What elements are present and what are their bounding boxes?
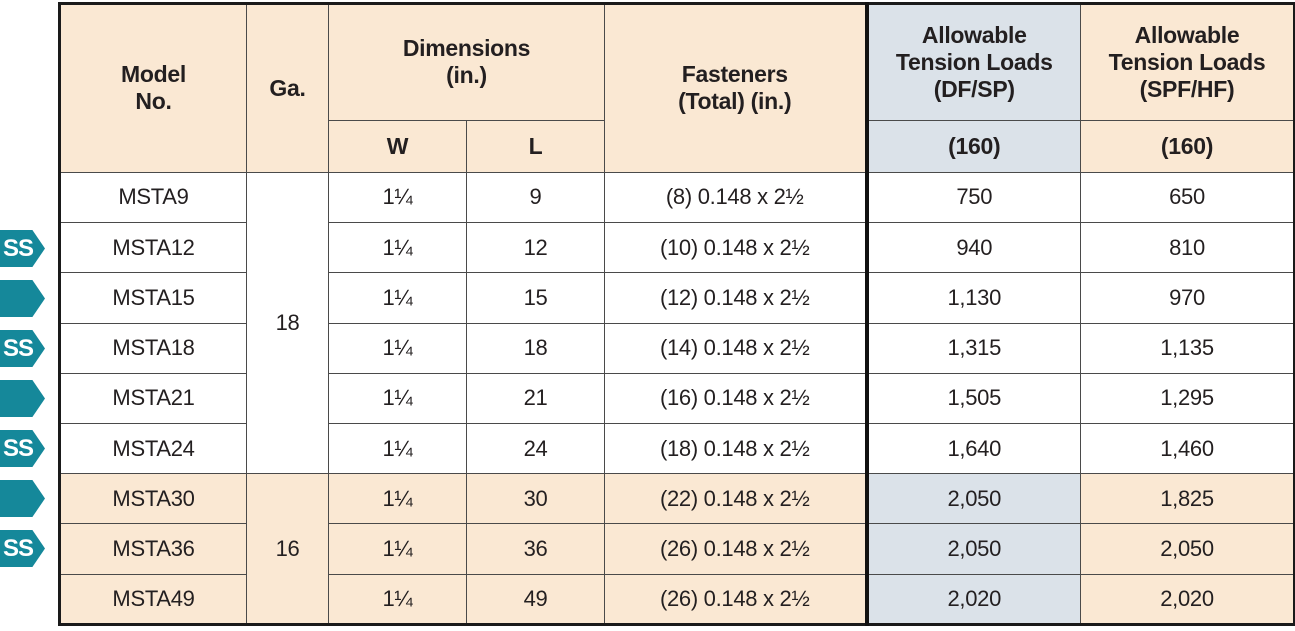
cell-model: MSTA15 [59, 272, 247, 324]
cell-fasteners: (14) 0.148 x 2½ [604, 322, 867, 374]
cell-l: 36 [466, 523, 605, 575]
col-header-fasteners: Fasteners (Total) (in.) [604, 3, 867, 173]
table-row-msta30: MSTA30 16 1¼ 30 (22) 0.148 x 2½ 2,050 1,… [59, 473, 1295, 625]
cell-model: MSTA24 [59, 422, 247, 475]
col-header-l: L [466, 119, 605, 173]
cell-l: 15 [466, 272, 605, 324]
cell-l: 12 [466, 222, 605, 274]
cell-df-sp: 2,050 [864, 473, 1081, 525]
ss-badge-label: SS [3, 334, 34, 362]
cell-model: MSTA49 [59, 573, 247, 626]
table-row-msta15: MSTA15 1¼ 15 (12) 0.148 x 2½ 1,130 970 [59, 272, 1295, 324]
cell-spf-hf: 1,460 [1080, 422, 1295, 475]
cell-w: 1¼ [328, 171, 467, 224]
cell-df-sp: 2,020 [864, 573, 1081, 626]
cell-fasteners: (16) 0.148 x 2½ [604, 372, 867, 424]
cell-df-sp: 2,050 [864, 523, 1081, 575]
cell-model: MSTA21 [59, 372, 247, 424]
cell-fasteners: (8) 0.148 x 2½ [604, 171, 867, 224]
cell-fasteners: (22) 0.148 x 2½ [604, 473, 867, 525]
arrow-badge-msta30 [0, 480, 45, 517]
ss-badge-msta36: SS [0, 530, 45, 567]
cell-w: 1¼ [328, 272, 467, 324]
ss-badge-label: SS [3, 534, 34, 562]
cell-l: 18 [466, 322, 605, 374]
arrow-badge-msta15 [0, 280, 45, 317]
cell-fasteners: (18) 0.148 x 2½ [604, 422, 867, 475]
cell-model: MSTA36 [59, 523, 247, 575]
ss-badge-label: SS [3, 434, 34, 462]
arrow-badge-msta21 [0, 380, 45, 417]
col-header-rate-df-sp: (160) [864, 119, 1081, 173]
cell-l: 21 [466, 372, 605, 424]
cell-spf-hf: 1,135 [1080, 322, 1295, 374]
ss-badge-msta24: SS [0, 430, 45, 467]
cell-df-sp: 940 [864, 222, 1081, 274]
cell-model: MSTA12 [59, 222, 247, 274]
col-header-loads-spf-hf: Allowable Tension Loads (SPF/HF) [1080, 3, 1295, 121]
table-row-msta49: MSTA49 1¼ 49 (26) 0.148 x 2½ 2,020 2,020 [59, 573, 1295, 626]
cell-w: 1¼ [328, 322, 467, 374]
ss-badge-msta18: SS [0, 330, 45, 367]
cell-model: MSTA30 [59, 473, 247, 525]
header-row-main: Model No. Ga. Dimensions (in.) Fasteners… [59, 3, 1295, 173]
cell-l: 30 [466, 473, 605, 525]
cell-l: 9 [466, 171, 605, 224]
cell-spf-hf: 1,295 [1080, 372, 1295, 424]
cell-spf-hf: 2,050 [1080, 523, 1295, 575]
table-row-msta21: MSTA21 1¼ 21 (16) 0.148 x 2½ 1,505 1,295 [59, 372, 1295, 424]
col-header-w: W [328, 119, 467, 173]
cell-df-sp: 750 [864, 171, 1081, 224]
cell-df-sp: 1,505 [864, 372, 1081, 424]
table-row-msta18: MSTA18 1¼ 18 (14) 0.148 x 2½ 1,315 1,135 [59, 322, 1295, 374]
col-header-model-no: Model No. [59, 3, 247, 173]
cell-l: 24 [466, 422, 605, 475]
cell-w: 1¼ [328, 222, 467, 274]
cell-fasteners: (12) 0.148 x 2½ [604, 272, 867, 324]
table-row-msta24: MSTA24 1¼ 24 (18) 0.148 x 2½ 1,640 1,460 [59, 422, 1295, 475]
cell-ga-group-16: 16 [246, 473, 329, 625]
table-row-msta36: MSTA36 1¼ 36 (26) 0.148 x 2½ 2,050 2,050 [59, 523, 1295, 575]
cell-df-sp: 1,640 [864, 422, 1081, 475]
cell-fasteners: (26) 0.148 x 2½ [604, 573, 867, 626]
cell-fasteners: (26) 0.148 x 2½ [604, 523, 867, 575]
cell-w: 1¼ [328, 523, 467, 575]
cell-spf-hf: 970 [1080, 272, 1295, 324]
cell-w: 1¼ [328, 372, 467, 424]
ss-badge-label: SS [3, 234, 34, 262]
cell-df-sp: 1,315 [864, 322, 1081, 374]
cell-spf-hf: 650 [1080, 171, 1295, 224]
cell-l: 49 [466, 573, 605, 626]
ss-badge-msta12: SS [0, 230, 45, 267]
mst-strap-spec-table: Model No. Ga. Dimensions (in.) Fasteners… [58, 2, 1295, 626]
cell-model: MSTA9 [59, 171, 247, 224]
cell-fasteners: (10) 0.148 x 2½ [604, 222, 867, 274]
cell-df-sp: 1,130 [864, 272, 1081, 324]
cell-model: MSTA18 [59, 322, 247, 374]
col-header-rate-spf-hf: (160) [1080, 119, 1295, 173]
table-row-msta12: MSTA12 1¼ 12 (10) 0.148 x 2½ 940 810 [59, 222, 1295, 274]
cell-spf-hf: 2,020 [1080, 573, 1295, 626]
cell-ga-group-18: 18 [246, 171, 329, 475]
cell-w: 1¼ [328, 473, 467, 525]
cell-spf-hf: 1,825 [1080, 473, 1295, 525]
header-row-sub: W L (160) (160) [60, 119, 1295, 173]
col-header-dimensions: Dimensions (in.) [328, 3, 605, 121]
col-header-loads-df-sp: Allowable Tension Loads (DF/SP) [864, 3, 1081, 121]
cell-w: 1¼ [328, 573, 467, 626]
cell-w: 1¼ [328, 422, 467, 475]
table-row-msta9: MSTA9 18 1¼ 9 (8) 0.148 x 2½ 750 650 [59, 171, 1295, 475]
cell-spf-hf: 810 [1080, 222, 1295, 274]
col-header-ga: Ga. [246, 3, 329, 173]
